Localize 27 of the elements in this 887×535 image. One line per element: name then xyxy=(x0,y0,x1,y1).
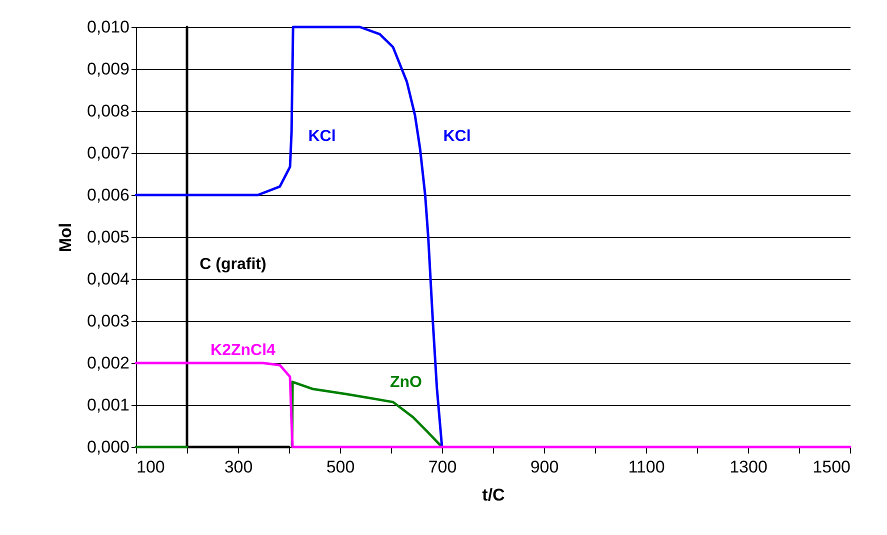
x-tick-label: 1300 xyxy=(730,458,768,476)
series-label: KCl xyxy=(308,128,336,145)
x-tick-label: 300 xyxy=(224,458,253,476)
y-axis-title: Mol xyxy=(56,222,75,252)
y-tick-label: 0,008 xyxy=(86,102,130,120)
y-tick-label: 0,010 xyxy=(86,18,130,36)
series-label: K2ZnCl4 xyxy=(210,342,276,359)
y-tick-label: 0,009 xyxy=(86,60,130,78)
x-tick-label: 700 xyxy=(428,458,457,476)
y-tick-label: 0,000 xyxy=(86,438,130,456)
series-label: C (grafit) xyxy=(200,256,266,273)
y-tick-label: 0,001 xyxy=(86,396,130,414)
y-tick-label: 0,004 xyxy=(86,270,130,288)
x-tick-label: 500 xyxy=(326,458,355,476)
y-tick-label: 0,007 xyxy=(86,144,130,162)
x-tick-label: 900 xyxy=(530,458,559,476)
y-tick-label: 0,005 xyxy=(86,228,130,246)
x-tick-label: 1500 xyxy=(812,458,850,476)
x-tick-label: 100 xyxy=(136,458,165,476)
y-tick-label: 0,002 xyxy=(86,354,130,372)
series-label: ZnO xyxy=(390,374,422,391)
x-tick-label: 1100 xyxy=(628,458,665,476)
y-tick-label: 0,006 xyxy=(86,186,130,204)
y-tick-label: 0,003 xyxy=(86,312,130,330)
x-axis-title: t/C xyxy=(482,486,505,504)
annotation: KCl xyxy=(443,128,471,145)
line-series xyxy=(134,362,852,448)
